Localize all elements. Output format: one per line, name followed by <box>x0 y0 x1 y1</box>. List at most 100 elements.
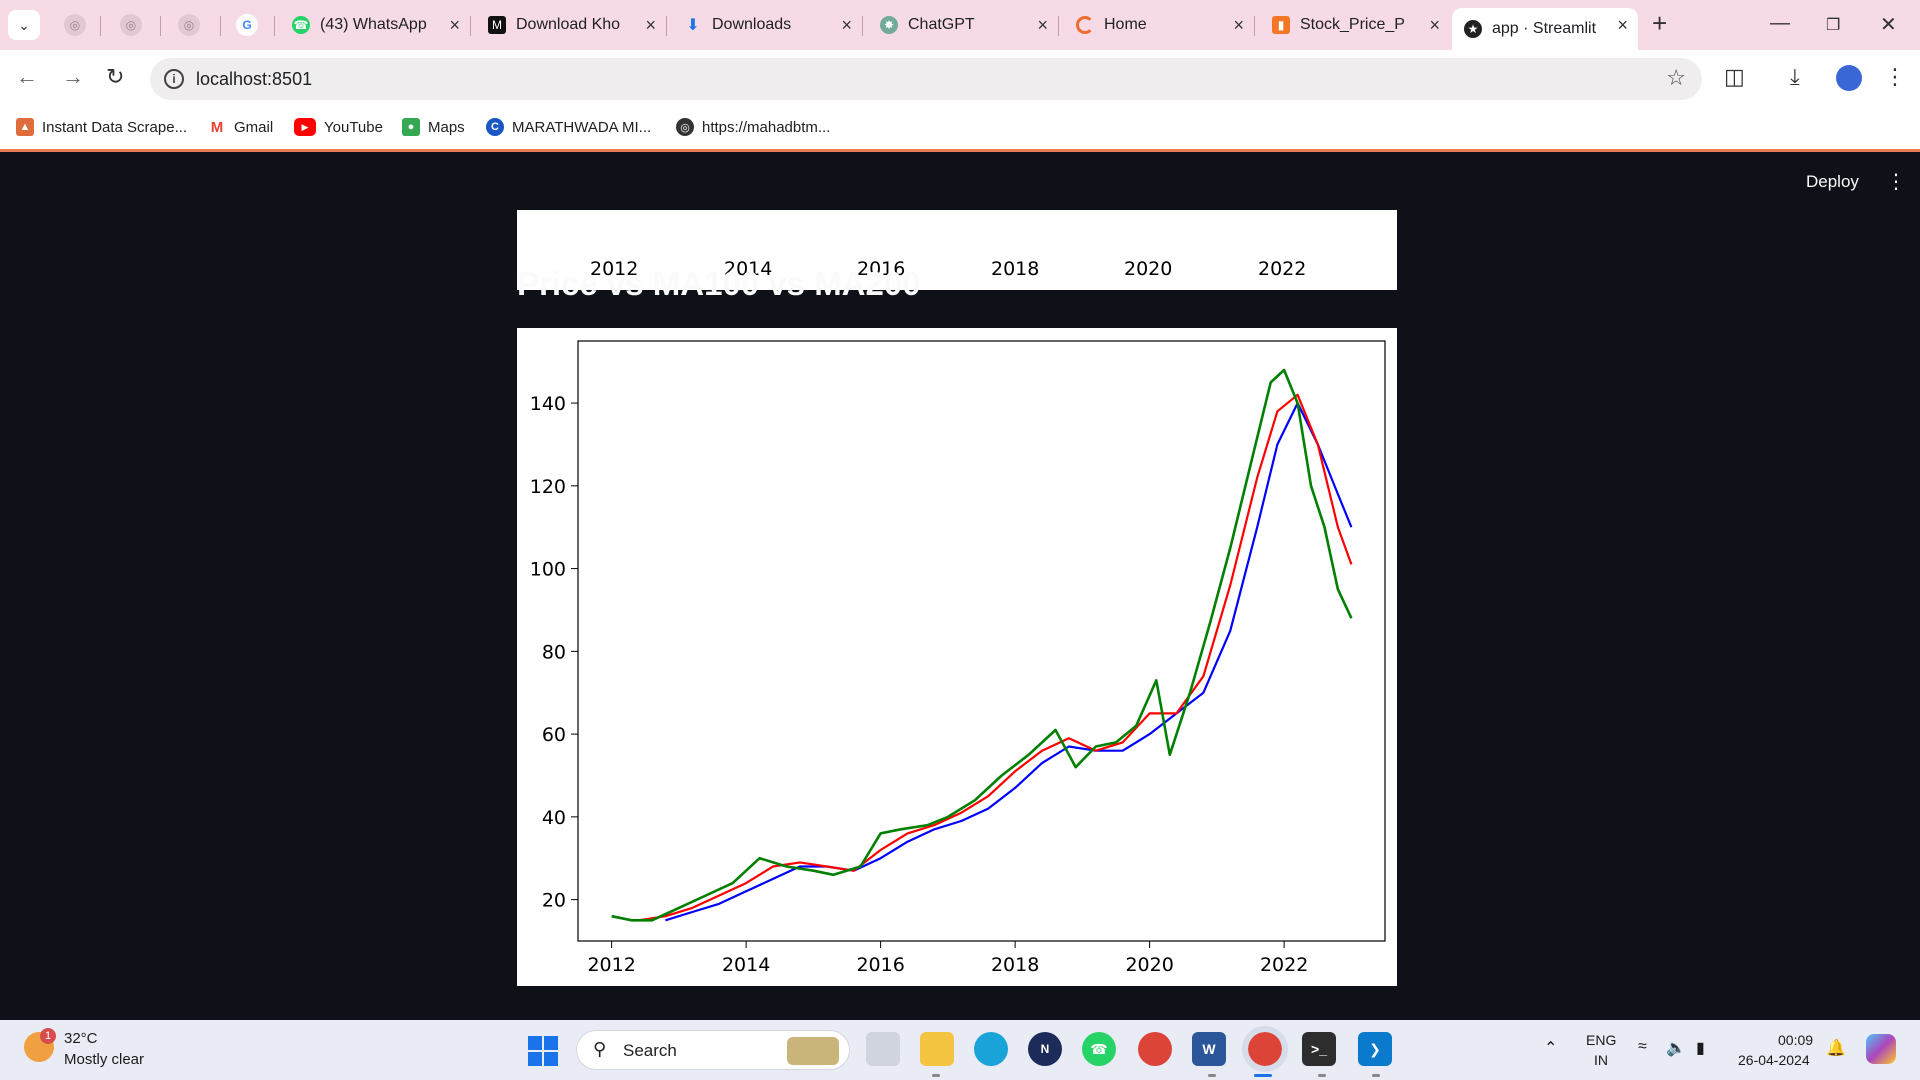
file-explorer-icon[interactable] <box>920 1032 954 1066</box>
prev-tick-2012: 2012 <box>590 258 639 280</box>
lang-line1[interactable]: ENG <box>1586 1032 1617 1048</box>
vscode-icon[interactable]: ❯ <box>1358 1032 1392 1066</box>
notification-bell-icon[interactable]: 🔔 <box>1826 1040 1846 1057</box>
back-button[interactable]: ← <box>16 64 38 90</box>
previous-chart-bottom: 2012 2014 2016 2018 2020 2022 <box>517 210 1397 290</box>
main-menu-icon[interactable]: ⋮ <box>1886 171 1906 193</box>
edge-icon[interactable] <box>974 1032 1008 1066</box>
whatsapp-icon[interactable]: ☎ <box>1082 1032 1116 1066</box>
download-icon: ⬇ <box>686 17 700 34</box>
wifi-icon[interactable]: ≈ <box>1638 1038 1647 1055</box>
reload-button[interactable]: ↻ <box>106 64 124 90</box>
tray-chevron-up-icon[interactable]: ⌃ <box>1544 1040 1558 1057</box>
close-icon[interactable]: × <box>1037 15 1048 35</box>
profile-avatar[interactable] <box>1836 65 1862 91</box>
address-bar[interactable]: i localhost:8501 ☆ <box>150 58 1702 100</box>
x-tick-label: 2012 <box>587 954 635 976</box>
close-icon[interactable]: × <box>1617 15 1628 35</box>
task-view-icon[interactable] <box>866 1032 900 1066</box>
close-icon[interactable]: × <box>841 15 852 35</box>
y-tick-label: 20 <box>542 890 566 912</box>
arrow-left-icon: ← <box>16 64 38 89</box>
y-tick-label: 80 <box>542 641 566 663</box>
pinned-tab-1[interactable]: ◎ <box>64 14 86 36</box>
pinned-tab-google[interactable]: G <box>236 14 258 36</box>
bookmark-maps[interactable]: ● Maps <box>402 118 465 136</box>
prev-tick-2016: 2016 <box>857 258 906 280</box>
prev-tick-2014: 2014 <box>724 258 773 280</box>
terminal-icon[interactable]: >_ <box>1302 1032 1336 1066</box>
pinned-tab-2[interactable]: ◎ <box>120 14 142 36</box>
close-icon[interactable]: × <box>1429 15 1440 35</box>
tab-chatgpt[interactable]: ✸ ChatGPT × <box>868 8 1058 42</box>
browser-menu-icon[interactable]: ⋮ <box>1884 64 1906 89</box>
arrow-right-icon: → <box>62 64 84 89</box>
y-tick-label: 120 <box>530 476 566 498</box>
taskbar-search[interactable]: ⚲ Search <box>576 1030 850 1070</box>
y-tick-label: 40 <box>542 807 566 829</box>
x-tick-label: 2018 <box>991 954 1039 976</box>
tab-streamlit-active[interactable]: ★ app · Streamlit × <box>1452 8 1638 50</box>
notebook-icon: ▮ <box>1272 16 1290 34</box>
deploy-button[interactable]: Deploy <box>1806 172 1859 191</box>
weather-condition[interactable]: Mostly clear <box>64 1051 145 1068</box>
new-tab-button[interactable]: + <box>1652 8 1668 38</box>
pinned-tab-3[interactable]: ◎ <box>178 14 200 36</box>
globe-icon: ◎ <box>125 18 137 32</box>
streamlit-app: Deploy ⋮ 2012 2014 2016 2018 2020 2022 P… <box>0 155 1920 1020</box>
section-title: Price vs MA100 vs MA200 <box>517 265 921 302</box>
clock-time[interactable]: 00:09 <box>1778 1032 1814 1048</box>
minimize-button[interactable]: — <box>1770 12 1790 34</box>
prev-tick-2022: 2022 <box>1258 258 1307 280</box>
price-line <box>611 368 1353 922</box>
restore-button[interactable]: ❐ <box>1826 17 1841 34</box>
browser-toolbar: ← → ↻ i localhost:8501 ☆ ◫ ⤓ ⋮ <box>0 50 1920 108</box>
search-highlight-image <box>787 1037 839 1065</box>
bookmark-youtube[interactable]: ▶ YouTube <box>294 118 383 136</box>
x-tick-label: 2016 <box>856 954 904 976</box>
scraper-icon: ▲ <box>16 118 34 136</box>
chatgpt-icon: ✸ <box>880 16 898 34</box>
url-text[interactable]: localhost:8501 <box>196 69 313 89</box>
weather-temp[interactable]: 32°C <box>64 1030 98 1047</box>
gmail-icon: M <box>208 118 226 136</box>
clock-date[interactable]: 26-04-2024 <box>1738 1052 1810 1068</box>
y-tick-label: 60 <box>542 724 566 746</box>
globe-icon: ◎ <box>676 118 694 136</box>
close-icon[interactable]: × <box>449 15 460 35</box>
copilot-icon[interactable] <box>1866 1034 1896 1064</box>
bookmark-marathwada[interactable]: C MARATHWADA MI... <box>486 118 651 136</box>
ms-app-icon[interactable]: N <box>1028 1032 1062 1066</box>
tab-search-button[interactable]: ⌄ <box>8 10 40 40</box>
site-info-icon[interactable]: i <box>164 69 184 89</box>
word-icon[interactable]: W <box>1192 1032 1226 1066</box>
close-icon[interactable]: × <box>1233 15 1244 35</box>
tab-stock-price[interactable]: ▮ Stock_Price_Pre × <box>1260 8 1450 42</box>
bookmark-star-icon[interactable]: ☆ <box>1666 65 1686 90</box>
globe-icon: ◎ <box>69 18 81 32</box>
forward-button[interactable]: → <box>62 64 84 90</box>
lang-line2[interactable]: IN <box>1594 1052 1608 1068</box>
bookmark-gmail[interactable]: M Gmail <box>208 118 273 136</box>
chrome-icon[interactable] <box>1138 1032 1172 1066</box>
google-icon: G <box>242 18 252 32</box>
tab-downloads[interactable]: ⬇ Downloads × <box>672 8 862 42</box>
close-window-button[interactable]: ✕ <box>1880 14 1897 36</box>
close-icon[interactable]: × <box>645 15 656 35</box>
m-logo-icon: M <box>488 16 506 34</box>
tab-whatsapp[interactable]: ☎ (43) WhatsApp × <box>292 15 460 35</box>
volume-icon[interactable]: 🔈 <box>1666 1040 1686 1057</box>
download-icon[interactable]: ⤓ <box>1790 64 1800 89</box>
globe-icon: ◎ <box>183 18 195 32</box>
chrome-active-icon[interactable] <box>1242 1026 1288 1072</box>
tab-home[interactable]: Home × <box>1064 8 1254 42</box>
battery-icon[interactable]: ▮ <box>1696 1040 1705 1057</box>
bookmark-instant-data-scraper[interactable]: ▲ Instant Data Scrape... <box>16 118 187 136</box>
windows-start-icon[interactable] <box>528 1036 558 1066</box>
extensions-icon[interactable]: ◫ <box>1724 64 1745 89</box>
streamlit-icon: ★ <box>1464 20 1482 38</box>
prev-tick-2020: 2020 <box>1124 258 1173 280</box>
tab-download-kho[interactable]: M Download Kho × <box>476 8 666 42</box>
bookmark-mahadbt[interactable]: ◎ https://mahadbtm... <box>676 118 830 136</box>
plot-frame <box>577 340 1386 942</box>
